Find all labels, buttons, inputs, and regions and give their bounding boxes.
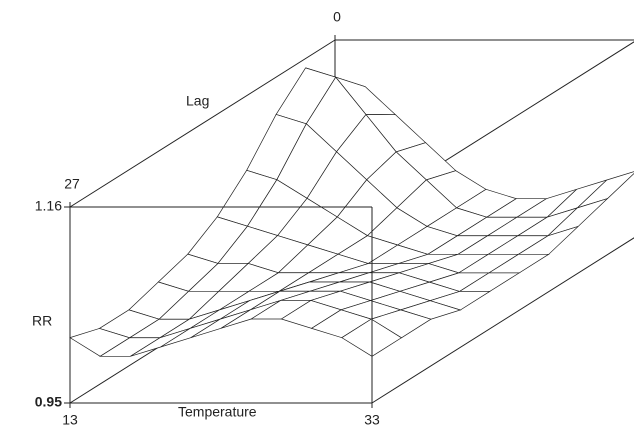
box-edge	[371, 237, 634, 404]
x-tick-label: 33	[364, 412, 380, 428]
x-axis-label: Temperature	[178, 404, 257, 420]
box-edge	[69, 39, 336, 208]
z-tick-label: 0.95	[35, 394, 62, 410]
lag-tick-label: 0	[333, 9, 341, 25]
z-axis-label: RR	[32, 313, 52, 329]
lag-tick-label: 27	[64, 176, 80, 192]
lag-axis-label: Lag	[186, 93, 209, 109]
z-tick-label: 1.16	[35, 198, 62, 214]
x-tick-label: 13	[62, 412, 78, 428]
